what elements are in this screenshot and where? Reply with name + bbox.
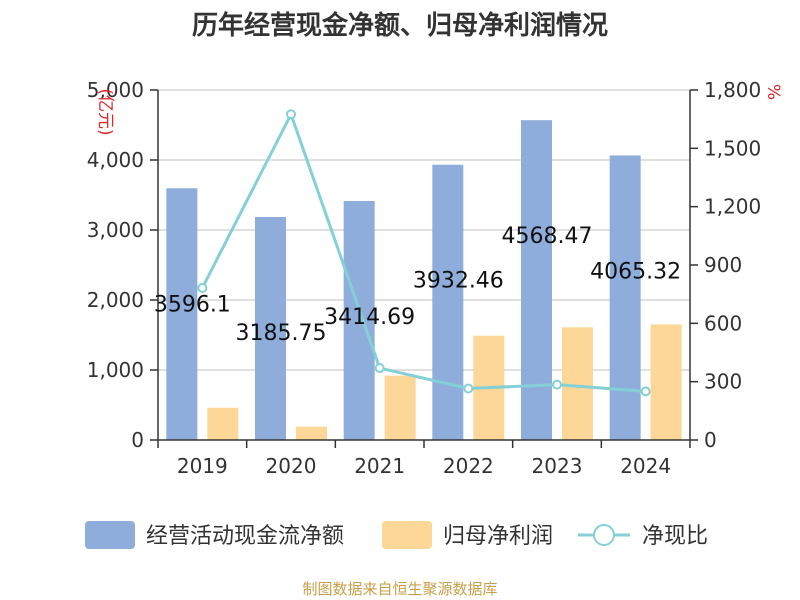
bar-data-label: 3414.69 xyxy=(324,305,415,330)
right-axis-tick-label: 1,500 xyxy=(704,136,761,160)
bar-cashflow xyxy=(166,188,198,440)
x-axis-tick-label: 2023 xyxy=(532,454,583,478)
bar-cashflow xyxy=(432,164,464,441)
legend-label-cashflow: 经营活动现金流净额 xyxy=(146,524,344,549)
bar-cashflow xyxy=(521,120,552,441)
right-axis-tick-label: 600 xyxy=(704,311,742,335)
ratio-point xyxy=(552,379,562,390)
right-axis-tick-label: 1,200 xyxy=(704,195,761,219)
ratio-point xyxy=(463,383,474,394)
bar-cashflow xyxy=(255,216,286,440)
bar-cashflow xyxy=(343,200,375,440)
left-axis-tick-label: 1,000 xyxy=(87,358,144,382)
legend-marker-ratio xyxy=(593,524,615,546)
x-axis-tick-label: 2021 xyxy=(354,454,405,478)
bar-net-profit xyxy=(207,407,239,440)
bar-net-profit xyxy=(562,327,593,440)
bar-data-label: 4568.47 xyxy=(502,224,593,249)
legend-swatch-cashflow xyxy=(85,521,135,549)
left-axis-tick-label: 5,000 xyxy=(87,78,144,102)
bar-cashflow xyxy=(609,155,641,440)
left-axis-tick-label: 3,000 xyxy=(87,218,144,242)
right-axis-tick-label: 1,800 xyxy=(704,78,761,102)
bar-net-profit xyxy=(296,426,327,440)
chart-title: 历年经营现金净额、归母净利润情况 xyxy=(192,10,608,41)
right-axis-tick-label: 300 xyxy=(704,370,742,394)
ratio-point xyxy=(374,363,385,374)
ratio-point xyxy=(197,282,208,293)
bar-series xyxy=(166,120,682,441)
x-axis-tick-label: 2022 xyxy=(443,454,494,478)
bar-data-label: 4065.32 xyxy=(590,259,681,284)
axes: 0 1,000 2,000 3,000 4,000 5,000 0 300 600 900 1,20… xyxy=(87,78,762,478)
ratio-point xyxy=(286,109,296,120)
bar-data-label: 3932.46 xyxy=(413,269,504,294)
bar-net-profit xyxy=(650,324,682,440)
legend-label-ratio: 净现比 xyxy=(642,524,708,549)
left-axis-tick-label: 0 xyxy=(131,428,144,452)
x-axis-tick-label: 2020 xyxy=(266,454,317,478)
right-axis-tick-label: 0 xyxy=(704,428,717,452)
legend: 经营活动现金流净额 归母净利润 净现比 xyxy=(85,521,708,549)
right-axis-tick-label: 900 xyxy=(704,253,742,277)
legend-label-net-profit: 归母净利润 xyxy=(443,524,553,549)
bar-data-label: 3185.75 xyxy=(236,321,327,346)
bar-net-profit xyxy=(384,375,416,440)
left-axis-unit: (亿元) xyxy=(95,88,115,135)
grid-lines xyxy=(158,89,690,371)
x-axis-tick-label: 2019 xyxy=(177,454,228,478)
left-axis-tick-label: 4,000 xyxy=(87,148,144,172)
right-axis-unit: % xyxy=(763,84,783,100)
ratio-point xyxy=(640,386,651,397)
ratio-line xyxy=(200,110,646,393)
bar-data-label: 3596.1 xyxy=(154,292,231,317)
source-footer: 制图数据来自恒生聚源数据库 xyxy=(302,580,497,598)
legend-swatch-net-profit xyxy=(382,521,432,549)
x-axis-tick-label: 2024 xyxy=(620,454,671,478)
ratio-line-series xyxy=(197,109,651,397)
left-axis-tick-label: 2,000 xyxy=(87,288,144,312)
